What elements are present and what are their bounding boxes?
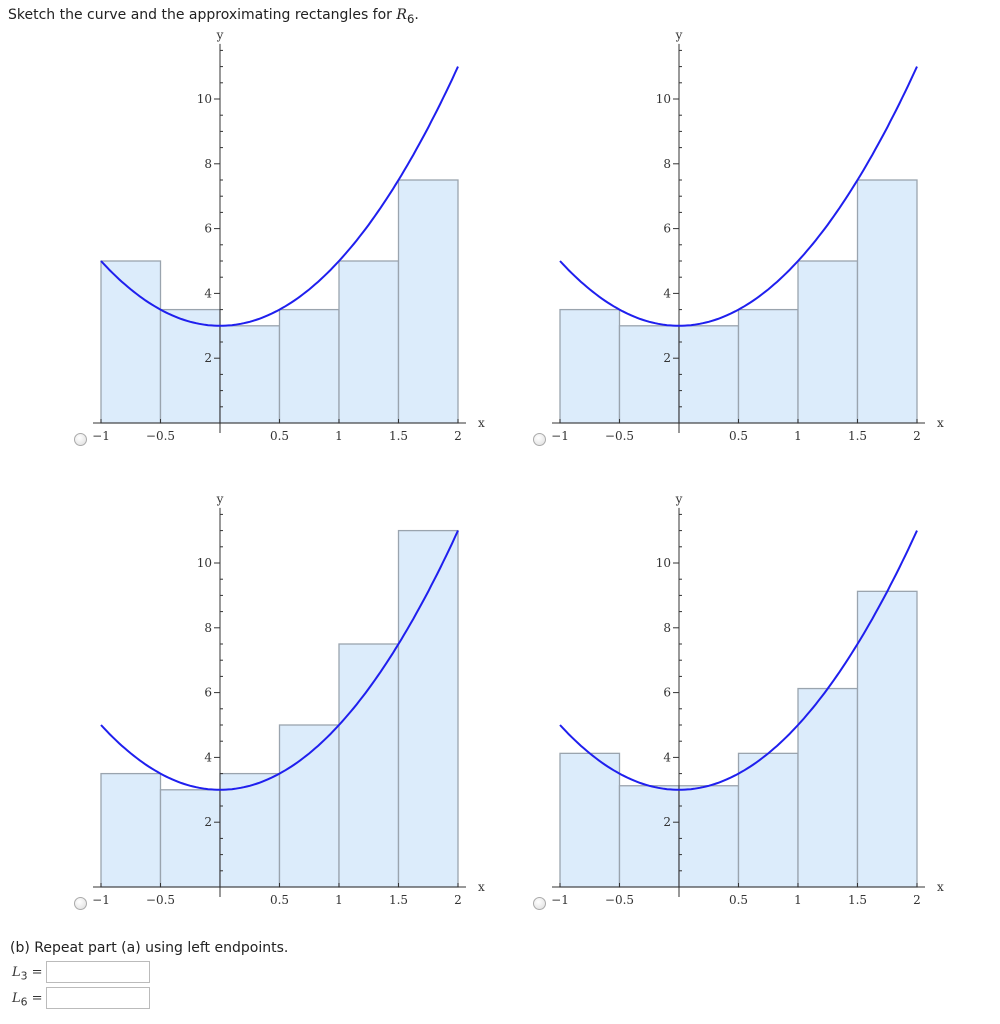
approx-rectangle xyxy=(856,590,918,888)
x-tick-label: 1.5 xyxy=(848,429,867,443)
approx-rectangle xyxy=(797,260,859,424)
x-tick-label: 1.5 xyxy=(389,893,408,907)
radio-option-1[interactable] xyxy=(74,433,87,446)
x-tick-label: −0.5 xyxy=(146,429,175,443)
approx-rectangle xyxy=(397,179,459,424)
x-tick-label: −1 xyxy=(92,893,110,907)
x-tick-label: −1 xyxy=(551,893,569,907)
x-axis-label: x xyxy=(478,880,485,894)
x-tick-label: 0.5 xyxy=(729,893,748,907)
y-tick-label: 2 xyxy=(204,815,212,829)
x-tick-label: 1 xyxy=(794,893,802,907)
approx-rectangle xyxy=(219,325,281,424)
approx-rectangle xyxy=(797,687,859,888)
approx-rectangle xyxy=(737,752,799,888)
approx-rectangle xyxy=(100,772,162,888)
x-axis-label: x xyxy=(937,416,944,430)
approx-rectangle xyxy=(618,325,680,424)
approx-rectangle xyxy=(278,724,340,888)
approx-rectangle xyxy=(159,308,221,424)
y-tick-label: 4 xyxy=(204,750,212,764)
y-tick-label: 4 xyxy=(663,286,671,300)
y-axis-label: y xyxy=(216,28,224,42)
x-tick-label: −1 xyxy=(92,429,110,443)
y-tick-label: 10 xyxy=(197,556,212,570)
function-curve xyxy=(559,66,918,327)
x-tick-label: 2 xyxy=(913,893,921,907)
approx-rectangle xyxy=(100,260,162,424)
x-tick-label: −0.5 xyxy=(605,429,634,443)
l6-row: L6 = xyxy=(12,987,150,1009)
approx-rectangle xyxy=(856,179,918,424)
y-tick-label: 6 xyxy=(204,686,212,700)
y-tick-label: 10 xyxy=(656,92,671,106)
x-tick-label: 1.5 xyxy=(389,429,408,443)
radio-option-3[interactable] xyxy=(74,897,87,910)
x-tick-label: 2 xyxy=(913,429,921,443)
approx-rectangle xyxy=(338,643,400,888)
x-tick-label: 0.5 xyxy=(270,893,289,907)
y-tick-label: 4 xyxy=(204,286,212,300)
y-tick-label: 6 xyxy=(663,222,671,236)
y-axis-label: y xyxy=(675,28,683,42)
radio-option-2[interactable] xyxy=(533,433,546,446)
x-tick-label: 1 xyxy=(335,893,343,907)
x-tick-label: −0.5 xyxy=(605,893,634,907)
y-tick-label: 6 xyxy=(204,222,212,236)
approx-rectangle xyxy=(159,789,221,888)
approx-rectangle xyxy=(338,260,400,424)
y-tick-label: 6 xyxy=(663,686,671,700)
approx-rectangle xyxy=(397,529,459,888)
approx-rectangle xyxy=(618,785,680,888)
approx-rectangle xyxy=(559,752,621,888)
approx-rectangle xyxy=(678,325,740,424)
x-tick-label: 1 xyxy=(794,429,802,443)
y-tick-label: 2 xyxy=(204,351,212,365)
x-tick-label: −0.5 xyxy=(146,893,175,907)
function-curve xyxy=(100,66,459,327)
l6-input[interactable] xyxy=(46,987,150,1009)
x-tick-label: 1 xyxy=(335,429,343,443)
approx-rectangle xyxy=(278,308,340,424)
radio-option-4[interactable] xyxy=(533,897,546,910)
x-tick-label: 0.5 xyxy=(270,429,289,443)
part-b-prompt: (b) Repeat part (a) using left endpoints… xyxy=(10,940,289,956)
l3-row: L3 = xyxy=(12,961,150,983)
x-axis-label: x xyxy=(478,416,485,430)
y-axis-label: y xyxy=(675,492,683,506)
approx-rectangle xyxy=(559,308,621,424)
function-curve xyxy=(559,530,918,791)
y-tick-label: 8 xyxy=(204,157,212,171)
x-axis-label: x xyxy=(937,880,944,894)
y-tick-label: 10 xyxy=(656,556,671,570)
approx-rectangle xyxy=(737,308,799,424)
y-tick-label: 8 xyxy=(663,157,671,171)
y-tick-label: 2 xyxy=(663,815,671,829)
x-tick-label: 2 xyxy=(454,429,462,443)
x-tick-label: 0.5 xyxy=(729,429,748,443)
x-tick-label: 1.5 xyxy=(848,893,867,907)
y-tick-label: 8 xyxy=(663,621,671,635)
y-tick-label: 4 xyxy=(663,750,671,764)
l3-input[interactable] xyxy=(46,961,150,983)
approx-rectangle xyxy=(678,785,740,888)
y-tick-label: 10 xyxy=(197,92,212,106)
x-tick-label: −1 xyxy=(551,429,569,443)
y-axis-label: y xyxy=(216,492,224,506)
x-tick-label: 2 xyxy=(454,893,462,907)
function-curve xyxy=(100,530,459,791)
y-tick-label: 8 xyxy=(204,621,212,635)
approx-rectangle xyxy=(219,772,281,888)
y-tick-label: 2 xyxy=(663,351,671,365)
prompt: Sketch the curve and the approximating r… xyxy=(8,7,419,26)
